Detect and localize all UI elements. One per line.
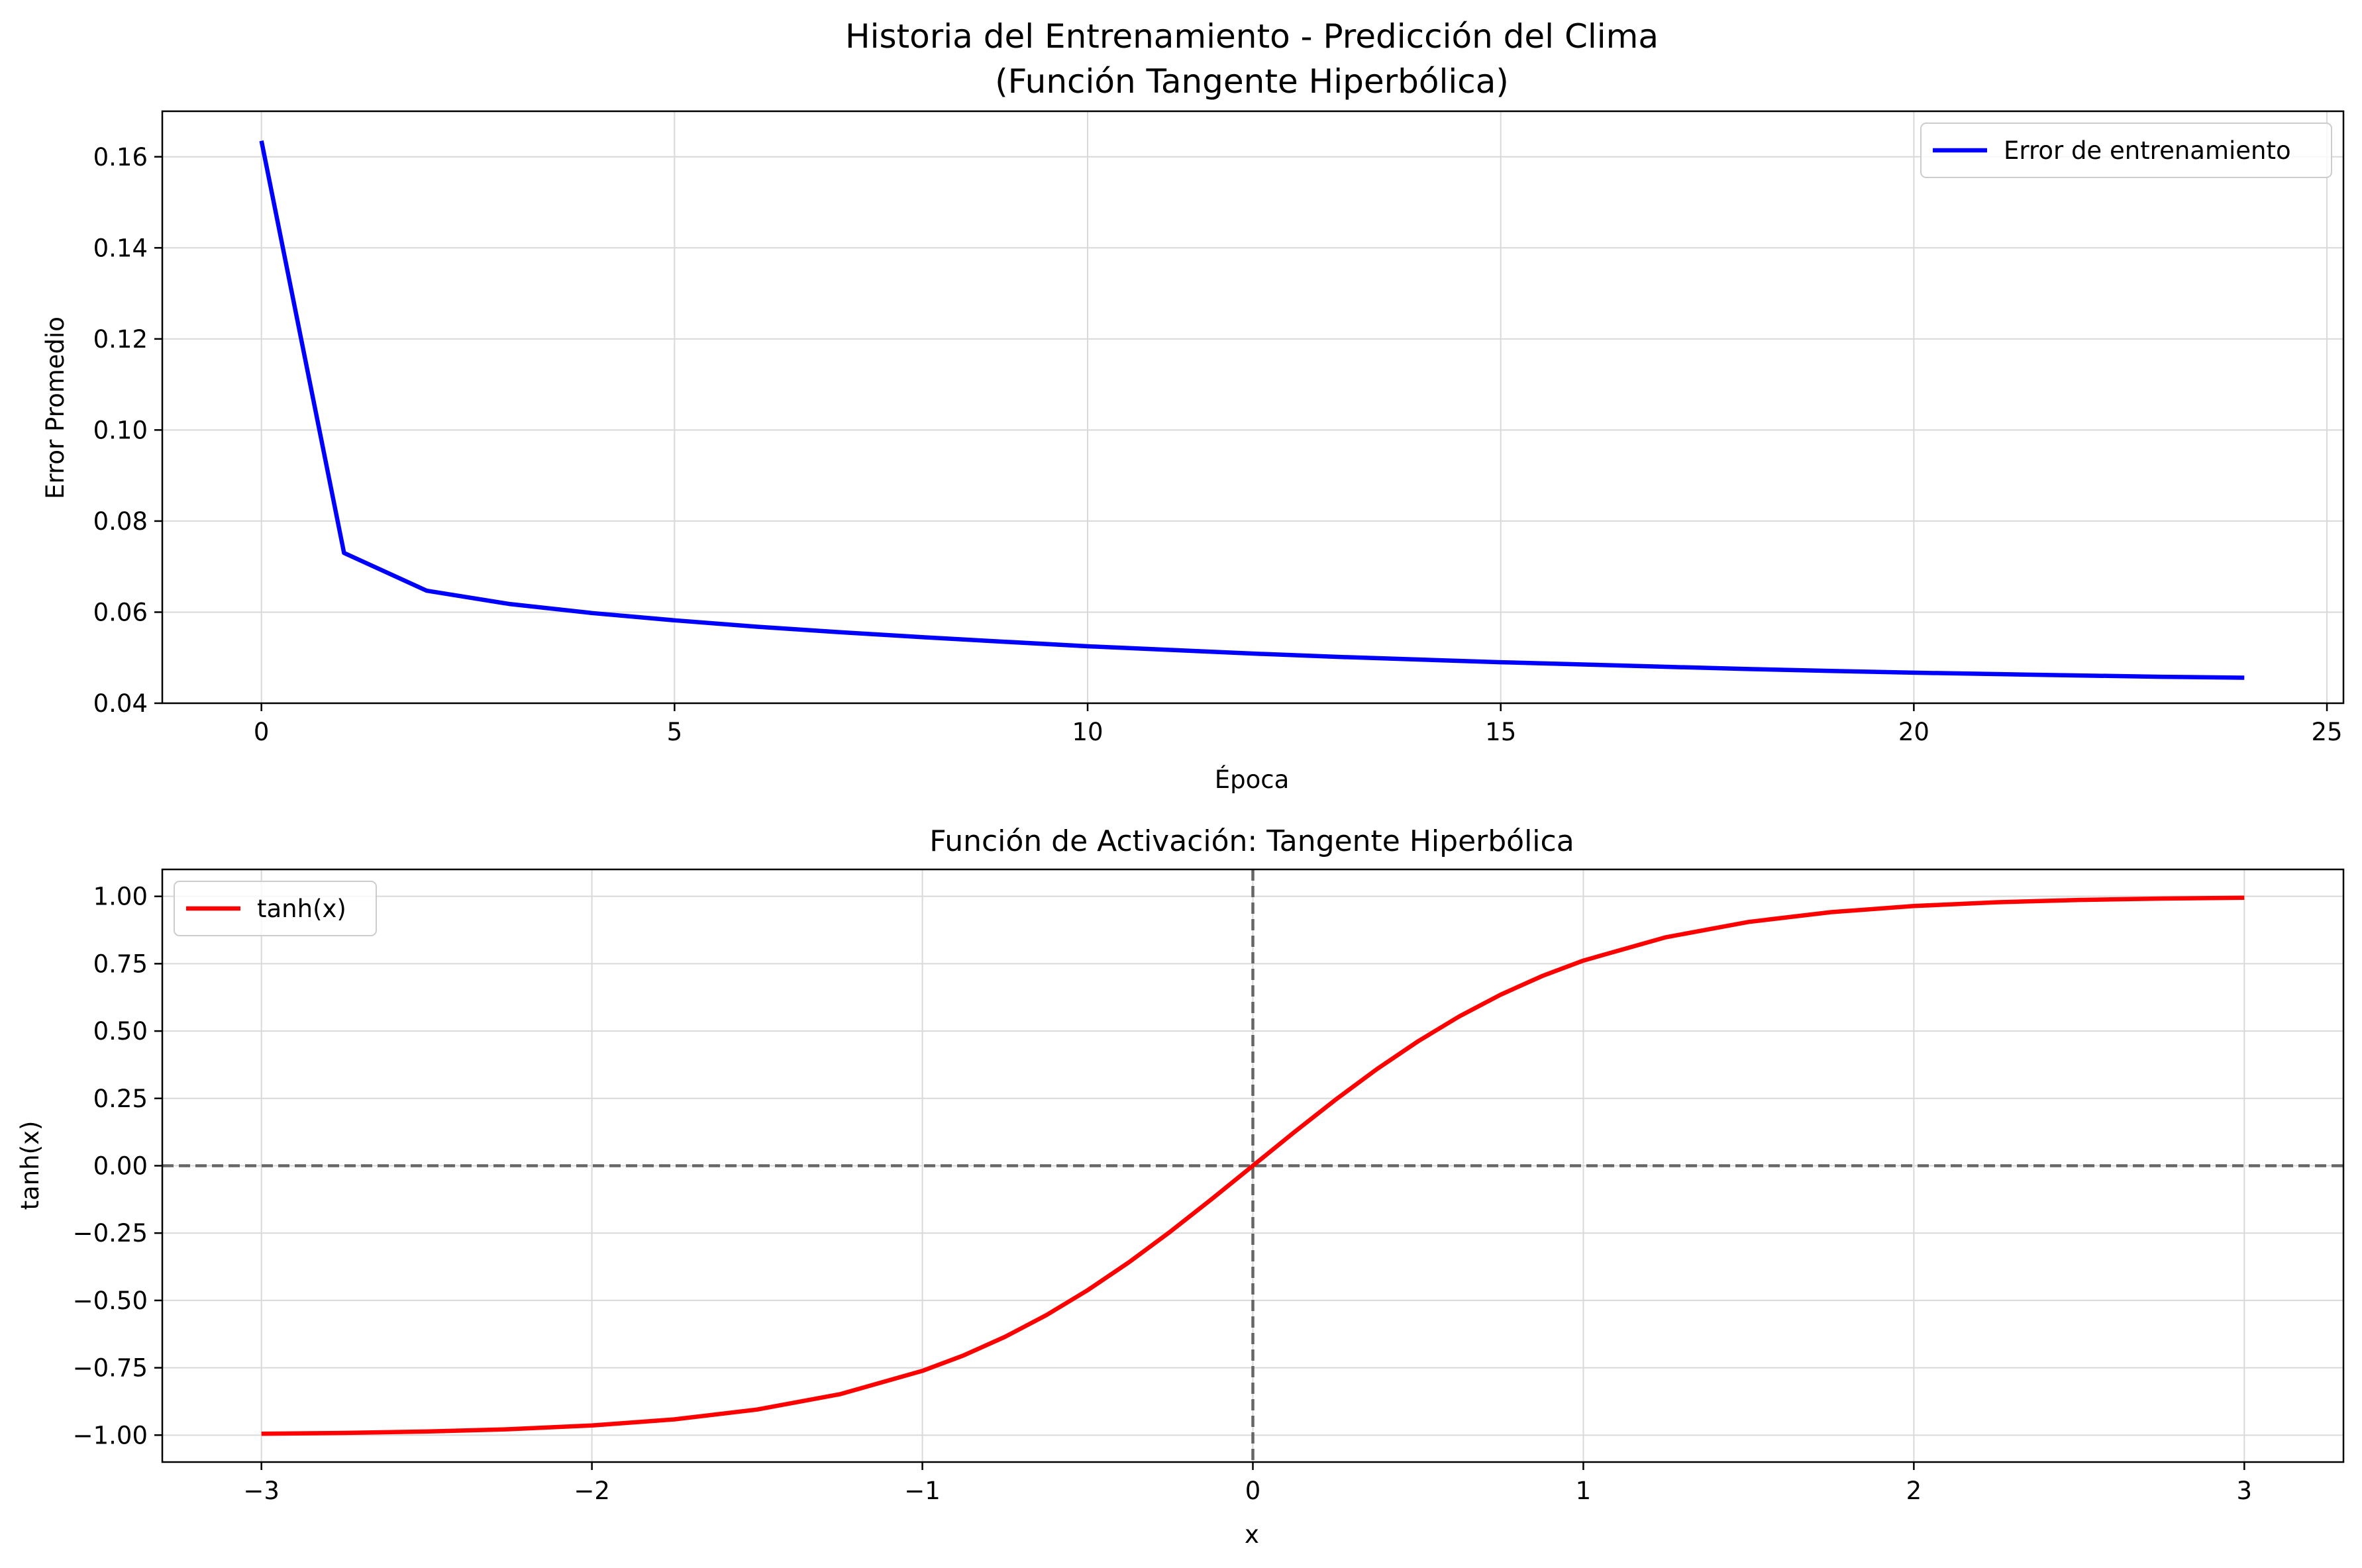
bottom-chart-title: Función de Activación: Tangente Hiperból… (929, 824, 1574, 858)
bottom-chart-ytick-label: −0.25 (73, 1219, 148, 1248)
top-chart: 0 5 10 15 20 25 0.04 0.06 0.08 0.10 0.12 0.14 0.16 Er… (93, 110, 2345, 746)
top-chart-ytick-label: 0.08 (93, 507, 148, 536)
bottom-chart-xtick-label: −2 (574, 1477, 610, 1505)
bottom-chart-xtick-label: −3 (243, 1477, 280, 1505)
top-chart-ylabel: Error Promedio (41, 317, 70, 499)
top-chart-frame (161, 110, 2345, 705)
top-chart-xtick-label: 20 (1898, 718, 1929, 746)
bottom-chart-ytick-label: 0.50 (93, 1017, 148, 1046)
bottom-chart-xtick-label: 2 (1906, 1477, 1922, 1505)
top-chart-ytick-label: 0.16 (93, 143, 148, 172)
bottom-chart-xlabel: x (1245, 1520, 1259, 1549)
bottom-chart-ytick-label: 1.00 (93, 883, 148, 911)
bottom-chart-ytick-label: 0.75 (93, 950, 148, 978)
bottom-chart-legend-label: tanh(x) (257, 895, 346, 923)
bottom-chart-xtick-label: 1 (1576, 1477, 1592, 1505)
bottom-chart-series-line (261, 895, 2245, 1436)
top-chart-ytick-label: 0.06 (93, 598, 148, 626)
top-chart-ytick-label: 0.12 (93, 325, 148, 354)
top-chart-xtick-label: 25 (2312, 718, 2343, 746)
bottom-chart-ylabel: tanh(x) (16, 1121, 44, 1210)
top-chart-title-line1: Historia del Entrenamiento - Predicción … (845, 17, 1659, 56)
top-chart-legend-box (1920, 122, 2332, 178)
bottom-chart-legend-box (174, 881, 377, 936)
bottom-chart-ytick-label: −0.50 (73, 1287, 148, 1315)
top-chart-xtick-label: 15 (1485, 718, 1516, 746)
bottom-chart-ytick-label: 0.00 (93, 1152, 148, 1181)
bottom-chart-xtick-label: 3 (2237, 1477, 2253, 1505)
top-chart-title-line2: (Función Tangente Hiperbólica) (995, 62, 1509, 101)
top-chart-series-line (259, 140, 2245, 680)
bottom-chart-ytick-label: −1.00 (73, 1421, 148, 1449)
bottom-chart-ytick-label: 0.25 (93, 1085, 148, 1113)
top-chart-ytick-label: 0.10 (93, 416, 148, 444)
top-chart-legend-label: Error de entrenamiento (2004, 136, 2291, 165)
bottom-chart: −3 −2 −1 0 1 2 3 −1.00 −0.75 −0.50 −0.25 0.00 0.25 0.… (73, 868, 2345, 1505)
bottom-chart-xtick-label: 0 (1245, 1477, 1261, 1505)
top-chart-xlabel: Época (1215, 765, 1290, 794)
bottom-chart-ytick-label: −0.75 (73, 1354, 148, 1383)
top-chart-xtick-label: 10 (1072, 718, 1103, 746)
top-chart-xtick-label: 5 (667, 718, 683, 746)
bottom-chart-xtick-label: −1 (904, 1477, 941, 1505)
top-chart-ytick-label: 0.04 (93, 689, 148, 718)
top-chart-xtick-label: 0 (254, 718, 270, 746)
top-chart-ytick-label: 0.14 (93, 234, 148, 262)
